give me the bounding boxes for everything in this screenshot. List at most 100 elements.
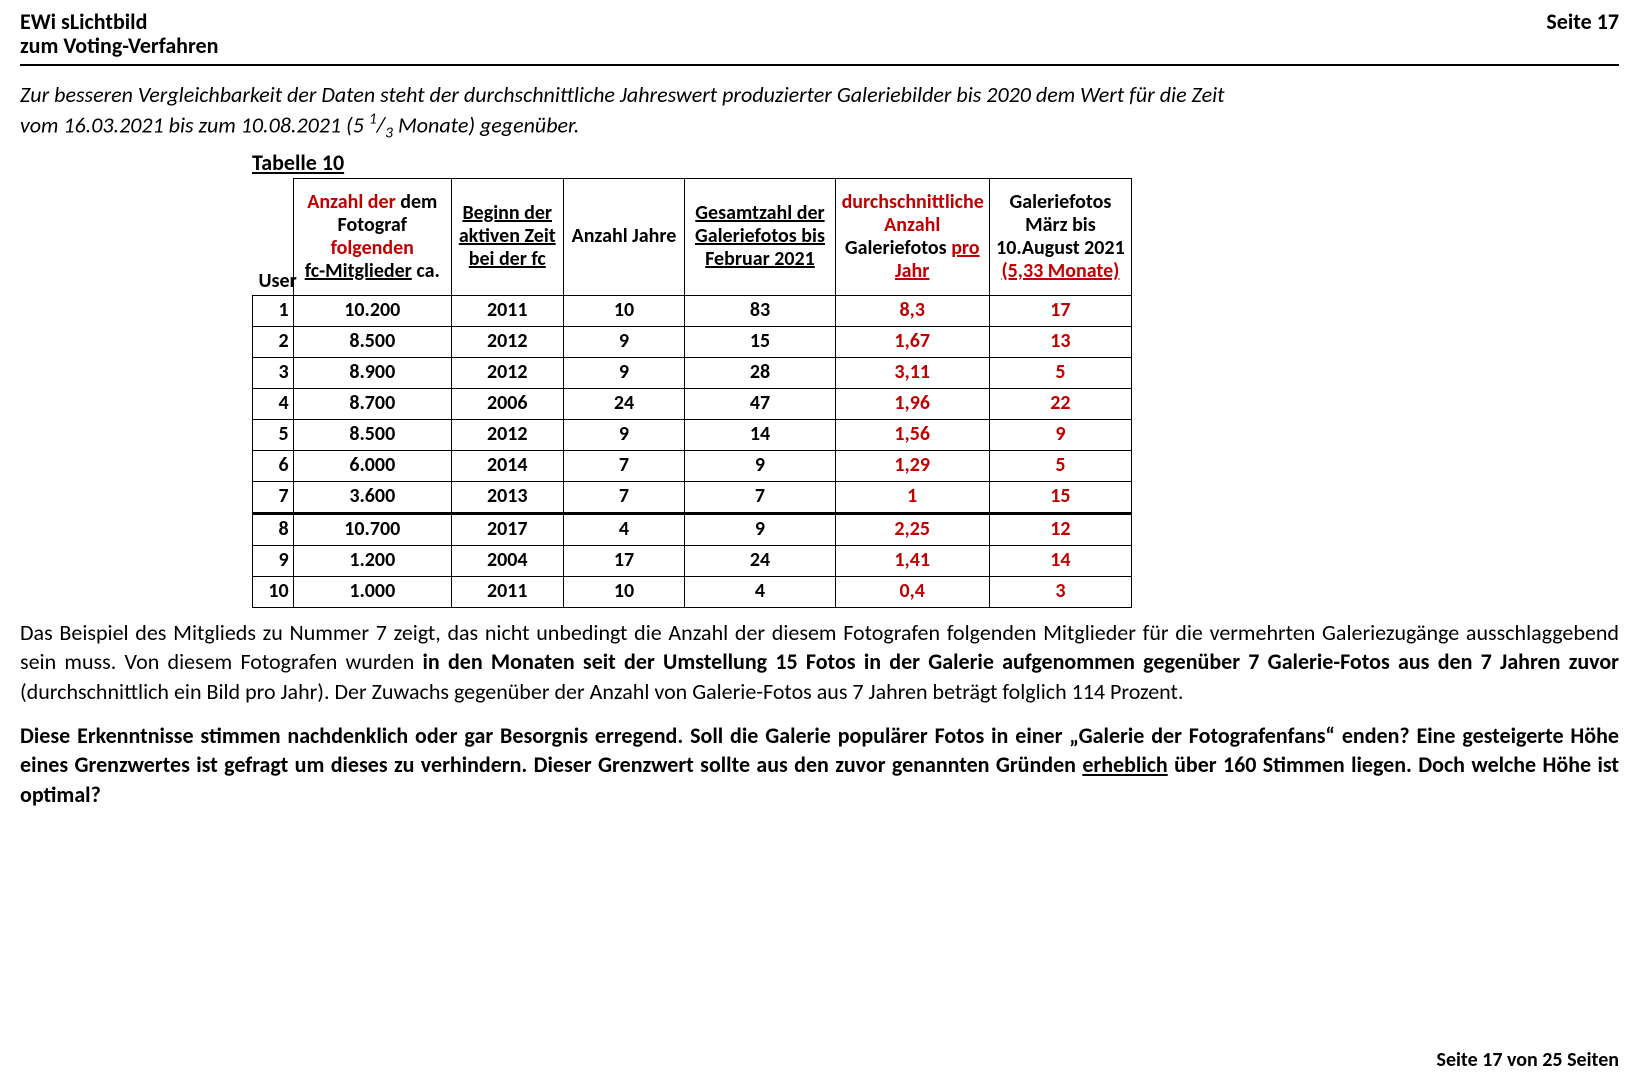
body-text: Das Beispiel des Mitglieds zu Nummer 7 z… (20, 618, 1619, 810)
table-cell: 2017 (451, 513, 563, 545)
table-cell: 10 (253, 576, 294, 607)
th-avg-per-year: durchschnittliche Anzahl Galeriefotos pr… (835, 178, 989, 295)
table-cell: 24 (685, 545, 835, 576)
table-cell: 5 (253, 419, 294, 450)
table-cell: 8,3 (835, 295, 989, 326)
header-title-line2: zum Voting-Verfahren (20, 34, 218, 58)
header-title: EWi sLichtbild zum Voting-Verfahren (20, 10, 218, 58)
table-row: 101.00020111040,43 (253, 576, 1132, 607)
table-cell: 3,11 (835, 357, 989, 388)
table-cell: 47 (685, 388, 835, 419)
th-followers: Anzahl der dem Fotograf folgenden fc-Mit… (293, 178, 451, 295)
table-cell: 9 (563, 326, 685, 357)
table-cell: 6.000 (293, 450, 451, 481)
table-cell: 3 (253, 357, 294, 388)
th-recent-photos: Galeriefotos März bis 10.August 2021 (5,… (989, 178, 1131, 295)
table-cell: 4 (685, 576, 835, 607)
paragraph-2: Diese Erkenntnisse stimmen nachdenklich … (20, 721, 1619, 810)
table-cell: 9 (563, 357, 685, 388)
table-cell: 15 (989, 481, 1131, 513)
table-cell: 9 (563, 419, 685, 450)
table-cell: 9 (253, 545, 294, 576)
th-years: Anzahl Jahre (563, 178, 685, 295)
table-cell: 83 (685, 295, 835, 326)
table-body: 110.200201110838,31728.50020129151,67133… (253, 295, 1132, 607)
table-cell: 1,41 (835, 545, 989, 576)
p1-t2: (durchschnittlich ein Bild pro Jahr). De… (20, 678, 1183, 705)
table-cell: 9 (685, 450, 835, 481)
page: EWi sLichtbild zum Voting-Verfahren Seit… (0, 0, 1639, 1080)
table-cell: 10 (563, 576, 685, 607)
table-cell: 7 (685, 481, 835, 513)
table-cell: 0,4 (835, 576, 989, 607)
table-cell: 2012 (451, 419, 563, 450)
intro-line2a: vom 16.03.2021 bis zum 10.08.2021 (5 (20, 111, 369, 138)
intro-fraction: 1/3 (369, 111, 393, 138)
table-row: 48.700200624471,9622 (253, 388, 1132, 419)
table-cell: 2013 (451, 481, 563, 513)
table-cell: 1.000 (293, 576, 451, 607)
intro-line1: Zur besseren Vergleichbarkeit der Daten … (20, 81, 1225, 108)
th-user: User (253, 178, 294, 295)
table-cell: 1,56 (835, 419, 989, 450)
table-row: 73.600201377115 (253, 481, 1132, 513)
table-row: 28.50020129151,6713 (253, 326, 1132, 357)
table-cell: 15 (685, 326, 835, 357)
table-cell: 10 (563, 295, 685, 326)
table-row: 66.0002014791,295 (253, 450, 1132, 481)
table-cell: 8.500 (293, 326, 451, 357)
table-cell: 4 (253, 388, 294, 419)
table-cell: 28 (685, 357, 835, 388)
header-rule (20, 64, 1619, 66)
table-cell: 9 (685, 513, 835, 545)
table-cell: 2,25 (835, 513, 989, 545)
table-cell: 10.200 (293, 295, 451, 326)
table-cell: 2004 (451, 545, 563, 576)
table-row: 110.200201110838,317 (253, 295, 1132, 326)
document-header: EWi sLichtbild zum Voting-Verfahren Seit… (20, 10, 1619, 58)
table-cell: 7 (563, 450, 685, 481)
table-title: Tabelle 10 (252, 149, 1132, 176)
table-cell: 1 (253, 295, 294, 326)
table-cell: 2 (253, 326, 294, 357)
table-cell: 2014 (451, 450, 563, 481)
table-cell: 2011 (451, 576, 563, 607)
table-cell: 5 (989, 357, 1131, 388)
table-row: 91.200200417241,4114 (253, 545, 1132, 576)
table-cell: 1 (835, 481, 989, 513)
table-cell: 8.500 (293, 419, 451, 450)
table-cell: 9 (989, 419, 1131, 450)
th-total-photos: Gesamtzahl der Galeriefotos bis Februar … (685, 178, 835, 295)
table-row: 810.7002017492,2512 (253, 513, 1132, 545)
table-cell: 8.900 (293, 357, 451, 388)
table-cell: 2011 (451, 295, 563, 326)
table-cell: 22 (989, 388, 1131, 419)
intro-line2b: Monate) gegenüber. (393, 111, 579, 138)
table-cell: 14 (989, 545, 1131, 576)
table-cell: 10.700 (293, 513, 451, 545)
fraction-numerator: 1 (369, 110, 377, 129)
table-cell: 14 (685, 419, 835, 450)
header-page-label: Seite 17 (1546, 10, 1619, 34)
fraction-denominator: 3 (385, 124, 393, 143)
table-cell: 7 (253, 481, 294, 513)
paragraph-1: Das Beispiel des Mitglieds zu Nummer 7 z… (20, 618, 1619, 707)
p2-u1: erheblich (1082, 751, 1167, 778)
table-header-row: User Anzahl der dem Fotograf folgenden f… (253, 178, 1132, 295)
table-cell: 8.700 (293, 388, 451, 419)
table-cell: 3 (989, 576, 1131, 607)
table-cell: 2012 (451, 357, 563, 388)
table-cell: 8 (253, 513, 294, 545)
header-title-line1: EWi sLichtbild (20, 10, 218, 34)
table-container: Tabelle 10 User Anzahl der dem Fotograf … (252, 149, 1132, 608)
table-cell: 1,29 (835, 450, 989, 481)
table-cell: 24 (563, 388, 685, 419)
table-cell: 2006 (451, 388, 563, 419)
table-cell: 1.200 (293, 545, 451, 576)
table-row: 38.90020129283,115 (253, 357, 1132, 388)
table-cell: 6 (253, 450, 294, 481)
p1-b1: in den Monaten seit der Umstellung 15 Fo… (423, 648, 1619, 675)
table-cell: 17 (563, 545, 685, 576)
table-cell: 17 (989, 295, 1131, 326)
table-cell: 12 (989, 513, 1131, 545)
